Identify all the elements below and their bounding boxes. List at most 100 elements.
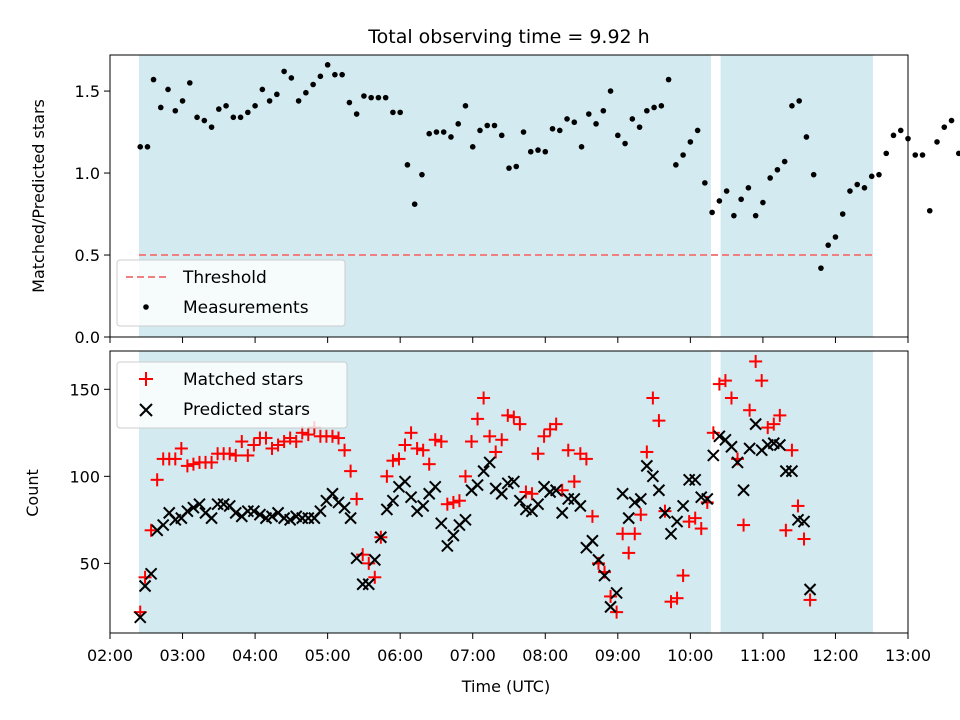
marker-stroke xyxy=(181,504,194,518)
matched-star-marker xyxy=(205,455,219,469)
measurement-point xyxy=(789,103,795,109)
x-tick-label: 07:00 xyxy=(450,646,496,665)
marker-stroke xyxy=(773,438,787,452)
top-y-ticks: 0.0 0.5 1.0 1.5 xyxy=(75,82,110,347)
bottom-legend: Matched stars Predicted stars xyxy=(116,361,348,429)
marker-stroke xyxy=(785,464,799,478)
marker-stroke xyxy=(592,553,605,567)
measurement-point xyxy=(542,148,549,155)
matched-star-marker xyxy=(749,354,763,368)
predicted-star-marker xyxy=(604,600,617,614)
matched-star-marker xyxy=(471,412,485,426)
measurement-points xyxy=(137,62,960,271)
marker-stroke xyxy=(398,475,412,488)
x-tick-label: 10:00 xyxy=(667,646,713,665)
measurement-point xyxy=(332,71,338,78)
measurement-point xyxy=(636,124,643,130)
bottom-y-axis-label: Count xyxy=(23,469,42,517)
marker-stroke xyxy=(495,487,508,500)
predicted-star-marker xyxy=(725,440,738,453)
measurement-point xyxy=(208,124,215,130)
matched-star-marker xyxy=(174,441,188,455)
measurement-point xyxy=(223,103,229,109)
matched-star-points xyxy=(133,354,817,619)
matched-star-marker xyxy=(501,408,515,422)
measurement-point xyxy=(781,158,788,165)
marker-stroke xyxy=(652,484,666,497)
marker-stroke xyxy=(477,464,490,478)
measurement-point xyxy=(353,111,360,117)
predicted-star-marker xyxy=(670,515,684,528)
matched-star-marker xyxy=(567,475,581,489)
measurement-point xyxy=(651,104,657,111)
marker-stroke xyxy=(338,501,351,514)
marker-stroke xyxy=(289,510,303,523)
marker-stroke xyxy=(616,487,629,500)
measurement-point xyxy=(506,165,512,171)
x-tick-label: 03:00 xyxy=(159,646,205,665)
matched-star-marker xyxy=(386,454,400,468)
top-y-axis-label: Matched/Predicted stars xyxy=(29,99,48,293)
measurement-point xyxy=(716,198,723,204)
marker-stroke xyxy=(676,499,690,513)
measurement-point xyxy=(731,212,737,219)
predicted-star-marker xyxy=(483,456,496,469)
chart-title: Total observing time = 9.92 h xyxy=(367,26,649,48)
predicted-star-marker xyxy=(664,527,678,540)
matched-star-marker xyxy=(186,457,200,471)
marker-stroke xyxy=(610,586,623,600)
measurement-point xyxy=(448,134,454,140)
marker-stroke xyxy=(362,578,375,591)
measurement-point xyxy=(469,144,476,150)
marker-stroke xyxy=(688,473,702,487)
x-tick-label: 04:00 xyxy=(232,646,278,665)
measurement-point xyxy=(527,148,534,155)
measurement-point xyxy=(934,139,940,145)
marker-stroke xyxy=(429,480,442,493)
measurement-point xyxy=(876,171,882,178)
predicted-star-marker xyxy=(743,442,756,455)
matched-star-marker xyxy=(446,495,460,509)
measurement-point xyxy=(897,127,904,134)
marker-stroke xyxy=(253,508,267,521)
marker-stroke xyxy=(489,482,502,495)
matched-star-marker xyxy=(483,429,497,443)
measurement-point xyxy=(673,162,679,168)
marker-stroke xyxy=(271,506,285,520)
marker-stroke xyxy=(719,433,732,446)
marker-stroke xyxy=(138,579,152,593)
measurement-point xyxy=(179,98,186,104)
marker-stroke xyxy=(380,503,394,516)
marker-stroke xyxy=(416,499,430,513)
predicted-star-marker xyxy=(640,459,654,473)
marker-stroke xyxy=(471,478,484,492)
marker-stroke xyxy=(604,600,617,614)
marker-stroke xyxy=(670,515,684,528)
matched-star-marker xyxy=(755,374,769,388)
measurement-point xyxy=(426,130,433,137)
measurement-point xyxy=(549,125,556,132)
matched-star-marker xyxy=(428,433,442,447)
matched-star-marker xyxy=(404,426,418,440)
measurement-point xyxy=(832,234,839,240)
matched-star-marker xyxy=(138,570,152,584)
marker-stroke xyxy=(447,529,460,542)
measurement-point xyxy=(477,127,483,134)
measurement-point xyxy=(491,122,498,129)
predicted-star-marker xyxy=(253,508,267,521)
predicted-star-marker xyxy=(495,487,508,500)
measurement-point xyxy=(774,166,781,173)
measurement-point xyxy=(556,127,563,134)
marker-stroke xyxy=(507,475,521,488)
predicted-star-marker xyxy=(435,517,448,530)
x-tick-label: 13:00 xyxy=(885,646,931,665)
measurement-point xyxy=(745,185,752,191)
predicted-star-marker xyxy=(610,586,623,600)
matched-star-marker xyxy=(676,569,690,583)
marker-stroke xyxy=(134,611,147,624)
matched-star-marker xyxy=(797,532,811,546)
y-tick-label: 1.0 xyxy=(75,164,100,183)
matched-star-marker xyxy=(616,527,630,541)
